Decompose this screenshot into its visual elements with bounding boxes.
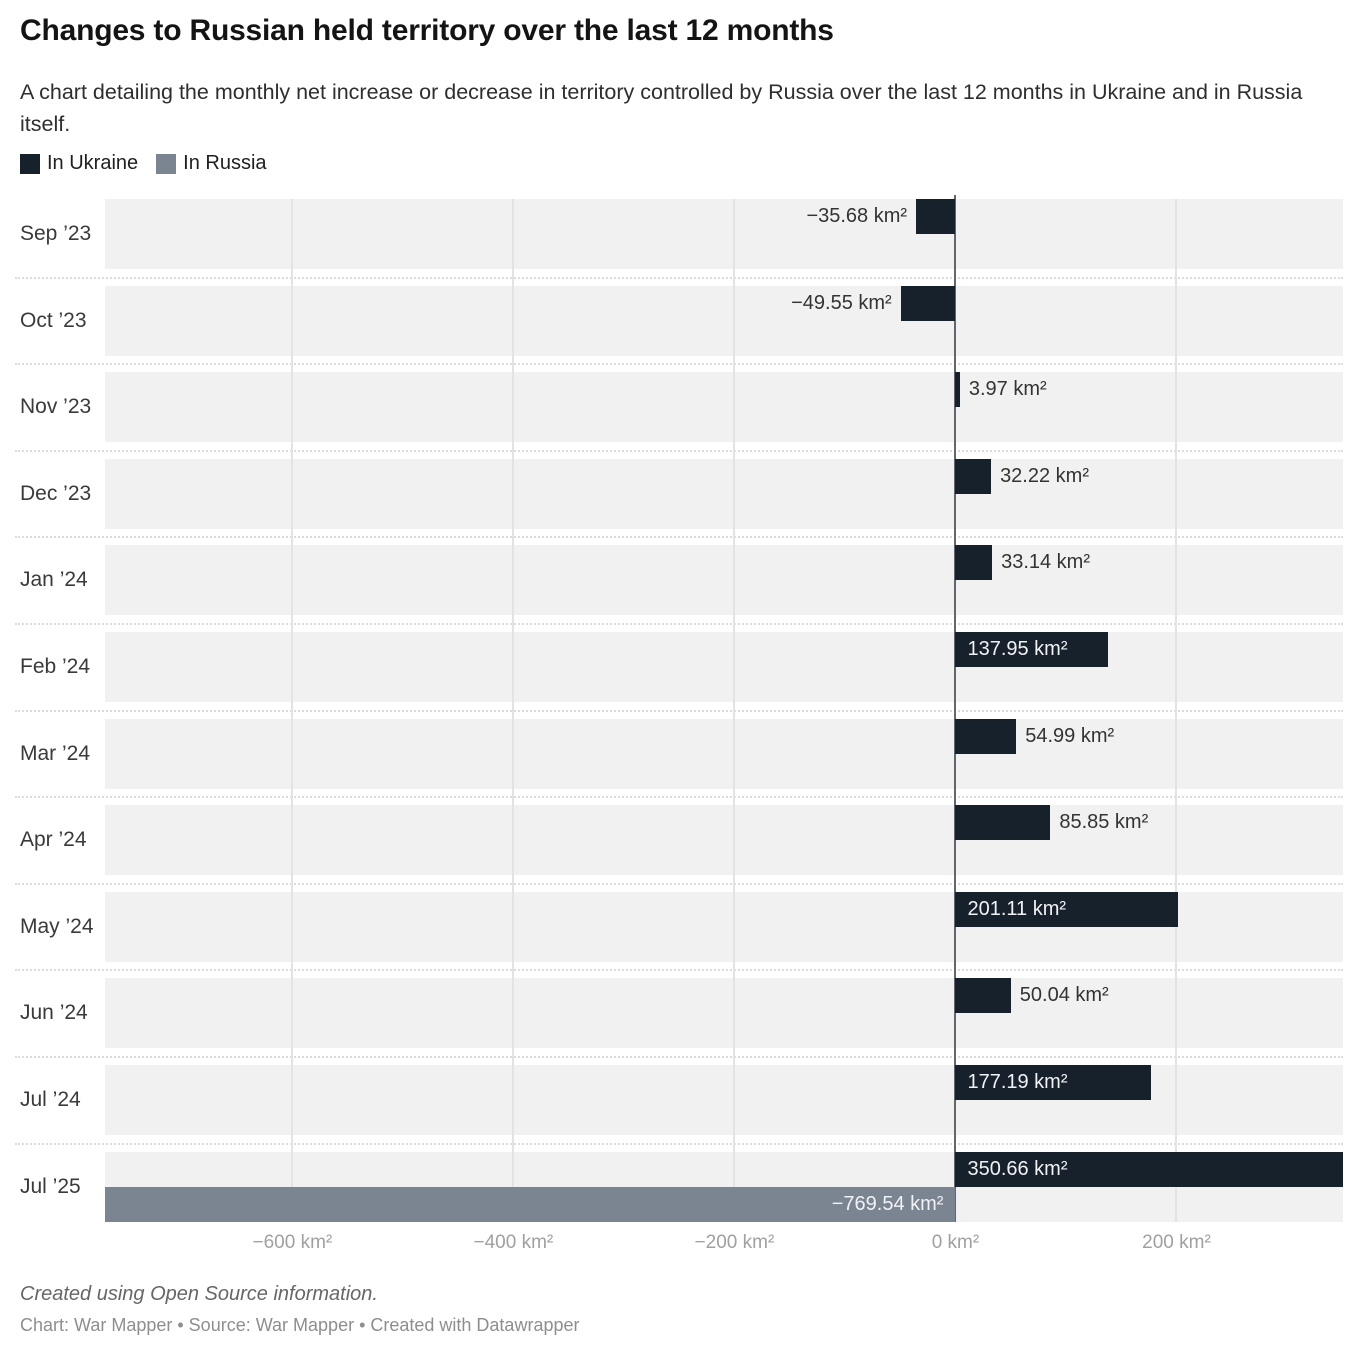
row-label: Mar ’24 bbox=[20, 741, 91, 765]
row-background bbox=[105, 458, 1343, 529]
legend-swatch-in-ukraine bbox=[20, 153, 40, 174]
row-background bbox=[105, 978, 1343, 1049]
row-label: Sep ’23 bbox=[20, 222, 92, 245]
value-label: 54.99 km² bbox=[1025, 724, 1115, 747]
row-label: Jan ’24 bbox=[20, 568, 88, 592]
gridline bbox=[733, 199, 736, 1222]
row-separator bbox=[15, 536, 1343, 539]
chart-title: Changes to Russian held territory over t… bbox=[20, 14, 834, 47]
row-separator bbox=[15, 276, 1343, 279]
row-background bbox=[105, 199, 1343, 269]
gridline bbox=[291, 199, 294, 1222]
value-label: 85.85 km² bbox=[1059, 811, 1149, 834]
bar-ukraine bbox=[955, 545, 993, 581]
value-label: 350.66 km² bbox=[967, 1157, 1068, 1180]
row-separator bbox=[15, 796, 1343, 799]
bar-ukraine bbox=[955, 632, 1108, 667]
row-label: Oct ’23 bbox=[20, 308, 87, 332]
row-label: Dec ’23 bbox=[20, 481, 92, 505]
row-label: May ’24 bbox=[20, 914, 94, 938]
value-label: 177.19 km² bbox=[967, 1071, 1068, 1093]
legend-item-in-ukraine: In Ukraine bbox=[20, 152, 138, 175]
row-separator bbox=[15, 1142, 1343, 1145]
bar-ukraine bbox=[955, 1065, 1152, 1100]
legend-item-in-russia: In Russia bbox=[156, 152, 267, 175]
row-label: Jul ’25 bbox=[20, 1174, 81, 1198]
row-separator bbox=[15, 363, 1343, 366]
gridline bbox=[1175, 199, 1178, 1222]
row-label: Apr ’24 bbox=[20, 828, 87, 852]
bar-ukraine bbox=[955, 458, 992, 494]
row-background bbox=[105, 805, 1343, 876]
row-separator bbox=[15, 449, 1343, 452]
x-axis-tick-label: −400 km² bbox=[473, 1231, 554, 1253]
bar-ukraine bbox=[955, 891, 1178, 927]
bar-ukraine bbox=[955, 1151, 1343, 1187]
value-label: −49.55 km² bbox=[791, 291, 892, 314]
chart-subtitle: A chart detailing the monthly net increa… bbox=[20, 80, 1303, 136]
row-background bbox=[105, 718, 1343, 789]
row-background bbox=[105, 632, 1343, 702]
value-label: 3.97 km² bbox=[968, 378, 1047, 401]
zero-line bbox=[954, 195, 957, 1222]
legend-swatch-in-russia bbox=[156, 153, 177, 174]
value-label: 33.14 km² bbox=[1001, 551, 1091, 574]
legend-label-in-russia: In Russia bbox=[183, 152, 267, 174]
legend-label-in-ukraine: In Ukraine bbox=[47, 152, 139, 174]
row-background bbox=[105, 545, 1343, 616]
row-background bbox=[105, 285, 1343, 356]
row-separator bbox=[15, 623, 1343, 625]
row-label: Jul ’24 bbox=[20, 1088, 81, 1111]
bar-ukraine bbox=[955, 718, 1017, 754]
value-label: 50.04 km² bbox=[1019, 984, 1109, 1007]
row-separator bbox=[15, 709, 1343, 712]
row-separator bbox=[15, 882, 1343, 885]
x-axis-tick-label: 0 km² bbox=[931, 1231, 980, 1253]
x-axis-tick-label: 200 km² bbox=[1142, 1231, 1211, 1253]
row-separator bbox=[15, 969, 1343, 972]
bar-ukraine bbox=[916, 199, 956, 234]
value-label: 137.95 km² bbox=[967, 638, 1068, 660]
bar-ukraine bbox=[900, 285, 956, 321]
value-label: 201.11 km² bbox=[967, 897, 1067, 920]
value-label: −35.68 km² bbox=[806, 205, 908, 227]
bar-ukraine bbox=[955, 805, 1051, 841]
bar-russia bbox=[105, 1186, 956, 1222]
value-label: −769.54 km² bbox=[831, 1192, 944, 1215]
x-axis-tick-label: −200 km² bbox=[694, 1231, 775, 1253]
row-label: Feb ’24 bbox=[20, 655, 91, 678]
row-label: Jun ’24 bbox=[20, 1001, 88, 1025]
footer-credits: Chart: War Mapper • Source: War Mapper •… bbox=[20, 1315, 580, 1335]
value-label: 32.22 km² bbox=[1000, 464, 1089, 487]
legend: In Ukraine In Russia bbox=[20, 152, 267, 175]
bar-ukraine bbox=[955, 978, 1011, 1014]
row-label: Nov ’23 bbox=[20, 395, 92, 419]
row-background bbox=[105, 372, 1343, 443]
x-axis-tick-label: −600 km² bbox=[252, 1231, 333, 1253]
gridline bbox=[512, 199, 515, 1222]
bar-ukraine bbox=[955, 372, 960, 408]
row-separator bbox=[15, 1056, 1343, 1058]
footer-note: Created using Open Source information. bbox=[20, 1283, 378, 1305]
